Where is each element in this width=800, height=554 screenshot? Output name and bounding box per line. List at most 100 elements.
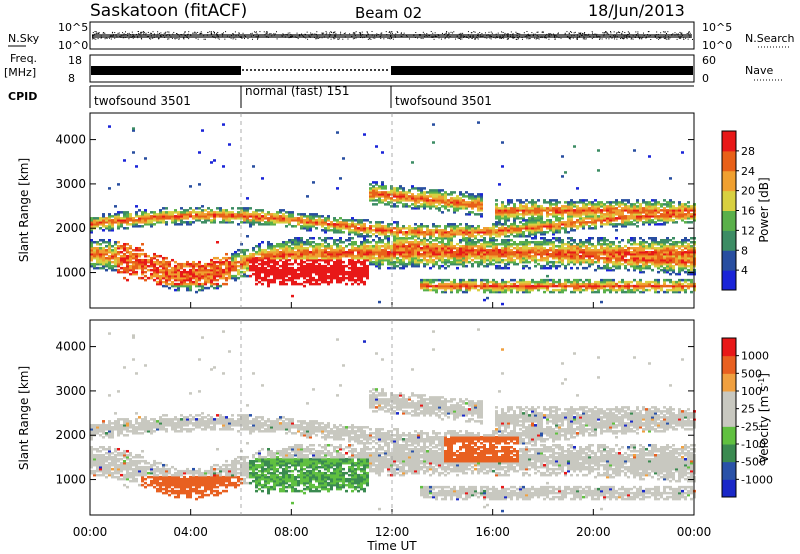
power-cell: [669, 209, 672, 212]
power-cell: [552, 282, 555, 286]
power-cell: [474, 197, 477, 200]
power-cell: [465, 252, 468, 256]
power-cell: [525, 238, 528, 242]
power-cell: [117, 252, 120, 256]
power-cell: [360, 233, 363, 236]
power-cell: [672, 211, 675, 214]
power-cell: [627, 211, 630, 214]
power-cell: [543, 264, 546, 268]
power-cell: [315, 227, 318, 230]
power-cell: [591, 207, 594, 210]
power-cell: [396, 221, 399, 224]
power-cell: [468, 229, 471, 232]
power-cell: [321, 244, 324, 248]
power-cell: [135, 165, 138, 168]
power-cell: [294, 252, 297, 256]
power-cell: [405, 262, 408, 266]
power-cell: [132, 266, 135, 270]
power-cell: [138, 209, 141, 212]
power-cell: [258, 276, 261, 280]
power-cell: [300, 260, 303, 264]
power-cell: [378, 252, 381, 256]
power-cell: [471, 244, 474, 248]
power-cell: [606, 256, 609, 260]
power-cell: [363, 252, 366, 256]
power-cell: [399, 258, 402, 262]
power-cell: [354, 229, 357, 232]
power-cell: [618, 258, 621, 262]
power-cell: [267, 250, 270, 254]
power-cell: [582, 284, 585, 288]
power-cell: [225, 264, 228, 268]
power-cell: [306, 270, 309, 274]
power-cell: [366, 258, 369, 262]
power-cell: [339, 266, 342, 270]
power-cell: [480, 231, 483, 234]
power-cell: [351, 272, 354, 276]
power-cell: [669, 268, 672, 272]
power-cell: [669, 252, 672, 256]
power-cell: [330, 256, 333, 260]
power-cell: [522, 256, 525, 260]
power-cell: [528, 211, 531, 214]
power-cell: [447, 286, 450, 290]
power-cell: [138, 246, 141, 250]
power-cell: [648, 252, 651, 256]
power-cell: [213, 282, 216, 286]
power-cell: [234, 268, 237, 272]
power-cell: [447, 242, 450, 246]
power-cell: [528, 280, 531, 284]
power-cell: [102, 217, 105, 220]
power-cell: [429, 244, 432, 248]
power-cell: [306, 266, 309, 270]
power-cell: [537, 217, 540, 220]
power-cell: [567, 284, 570, 288]
power-cell: [309, 229, 312, 232]
power-cell: [588, 254, 591, 258]
power-cell: [429, 284, 432, 288]
power-cell: [222, 123, 225, 126]
power-cell: [294, 242, 297, 246]
power-cell: [165, 266, 168, 270]
power-cell: [519, 227, 522, 230]
power-cell: [549, 252, 552, 256]
power-cell: [309, 270, 312, 274]
power-cell: [591, 223, 594, 226]
power-cell: [480, 260, 483, 264]
power-cell: [534, 205, 537, 208]
power-cell: [138, 276, 141, 280]
power-cell: [402, 189, 405, 192]
power-cell: [96, 223, 99, 226]
power-cell: [414, 240, 417, 244]
power-cell: [279, 256, 282, 260]
power-cell: [633, 266, 636, 270]
power-cell: [231, 258, 234, 262]
power-cell: [429, 207, 432, 210]
power-cell: [627, 223, 630, 226]
power-cell: [591, 252, 594, 256]
power-cell: [264, 268, 267, 272]
power-cell: [252, 256, 255, 260]
power-cell: [465, 258, 468, 262]
power-cell: [201, 209, 204, 212]
power-cell: [567, 207, 570, 210]
power-cell: [486, 256, 489, 260]
power-cell: [543, 225, 546, 228]
power-cell: [306, 262, 309, 266]
power-cell: [204, 209, 207, 212]
power-cell: [582, 201, 585, 204]
power-cell: [366, 268, 369, 272]
power-cell: [600, 286, 603, 290]
power-cell: [426, 248, 429, 252]
power-cell: [138, 262, 141, 266]
power-cell: [489, 248, 492, 252]
power-cell: [279, 274, 282, 278]
power-cell: [204, 217, 207, 220]
power-cell: [216, 211, 219, 214]
power-cell: [534, 221, 537, 224]
power-cell: [459, 197, 462, 200]
power-cell: [507, 219, 510, 222]
power-cell: [276, 260, 279, 264]
power-cell: [474, 256, 477, 260]
power-cell: [444, 260, 447, 264]
